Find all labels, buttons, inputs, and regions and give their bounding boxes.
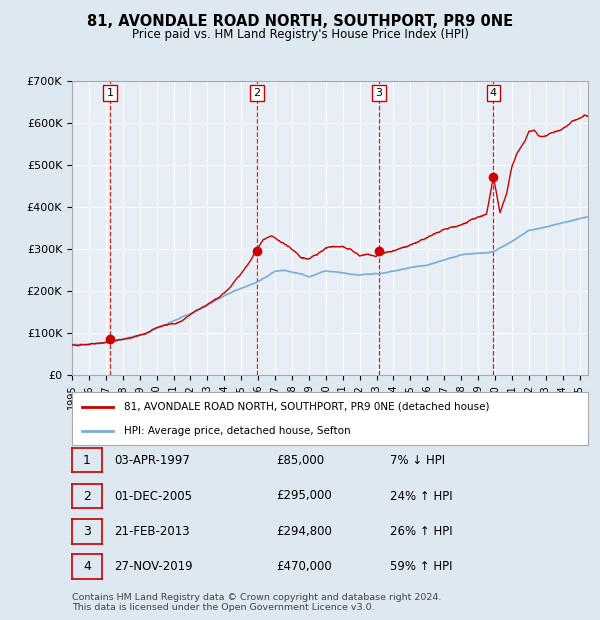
Text: 2: 2 [253,88,260,98]
Text: £294,800: £294,800 [276,525,332,538]
Text: Contains HM Land Registry data © Crown copyright and database right 2024.
This d: Contains HM Land Registry data © Crown c… [72,593,442,612]
Text: 4: 4 [83,560,91,573]
Text: 26% ↑ HPI: 26% ↑ HPI [390,525,452,538]
Text: 21-FEB-2013: 21-FEB-2013 [114,525,190,538]
Text: 81, AVONDALE ROAD NORTH, SOUTHPORT, PR9 0NE: 81, AVONDALE ROAD NORTH, SOUTHPORT, PR9 … [87,14,513,29]
Text: 27-NOV-2019: 27-NOV-2019 [114,560,193,573]
Text: £470,000: £470,000 [276,560,332,573]
Text: HPI: Average price, detached house, Sefton: HPI: Average price, detached house, Seft… [124,426,350,436]
Text: 81, AVONDALE ROAD NORTH, SOUTHPORT, PR9 0NE (detached house): 81, AVONDALE ROAD NORTH, SOUTHPORT, PR9 … [124,402,489,412]
Text: 3: 3 [375,88,382,98]
Text: 7% ↓ HPI: 7% ↓ HPI [390,454,445,466]
Text: 3: 3 [83,525,91,538]
Text: £295,000: £295,000 [276,490,332,502]
Text: 4: 4 [490,88,497,98]
Text: 59% ↑ HPI: 59% ↑ HPI [390,560,452,573]
Text: 24% ↑ HPI: 24% ↑ HPI [390,490,452,502]
Text: 1: 1 [83,454,91,466]
Text: £85,000: £85,000 [276,454,324,466]
Text: 03-APR-1997: 03-APR-1997 [114,454,190,466]
Text: 2: 2 [83,490,91,502]
Text: Price paid vs. HM Land Registry's House Price Index (HPI): Price paid vs. HM Land Registry's House … [131,28,469,41]
Text: 1: 1 [107,88,113,98]
Text: 01-DEC-2005: 01-DEC-2005 [114,490,192,502]
